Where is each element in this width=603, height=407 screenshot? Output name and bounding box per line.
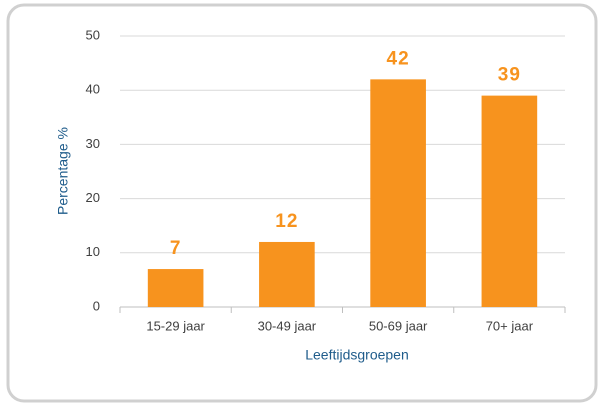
bar (147, 269, 204, 307)
x-axis-title: Leeftijdsgroepen (305, 347, 409, 363)
value-label: 42 (387, 48, 410, 69)
bar (370, 79, 426, 307)
bar (481, 95, 538, 308)
y-tick-label: 50 (86, 27, 100, 42)
bar (259, 241, 315, 307)
y-tick-label: 20 (86, 190, 100, 205)
x-tick-label: 50-69 jaar (369, 318, 428, 333)
value-label: 39 (498, 65, 521, 86)
y-tick-label: 0 (93, 298, 100, 313)
y-tick-label: 40 (86, 82, 100, 97)
y-axis-title: Percentage % (55, 127, 71, 215)
x-tick-label: 30-49 jaar (258, 318, 317, 333)
y-tick-label: 10 (86, 244, 100, 259)
x-tick-label: 70+ jaar (486, 318, 534, 333)
value-label: 12 (275, 211, 298, 232)
value-label: 7 (170, 238, 182, 259)
x-tick-label: 15-29 jaar (146, 318, 205, 333)
y-tick-label: 30 (86, 136, 100, 151)
